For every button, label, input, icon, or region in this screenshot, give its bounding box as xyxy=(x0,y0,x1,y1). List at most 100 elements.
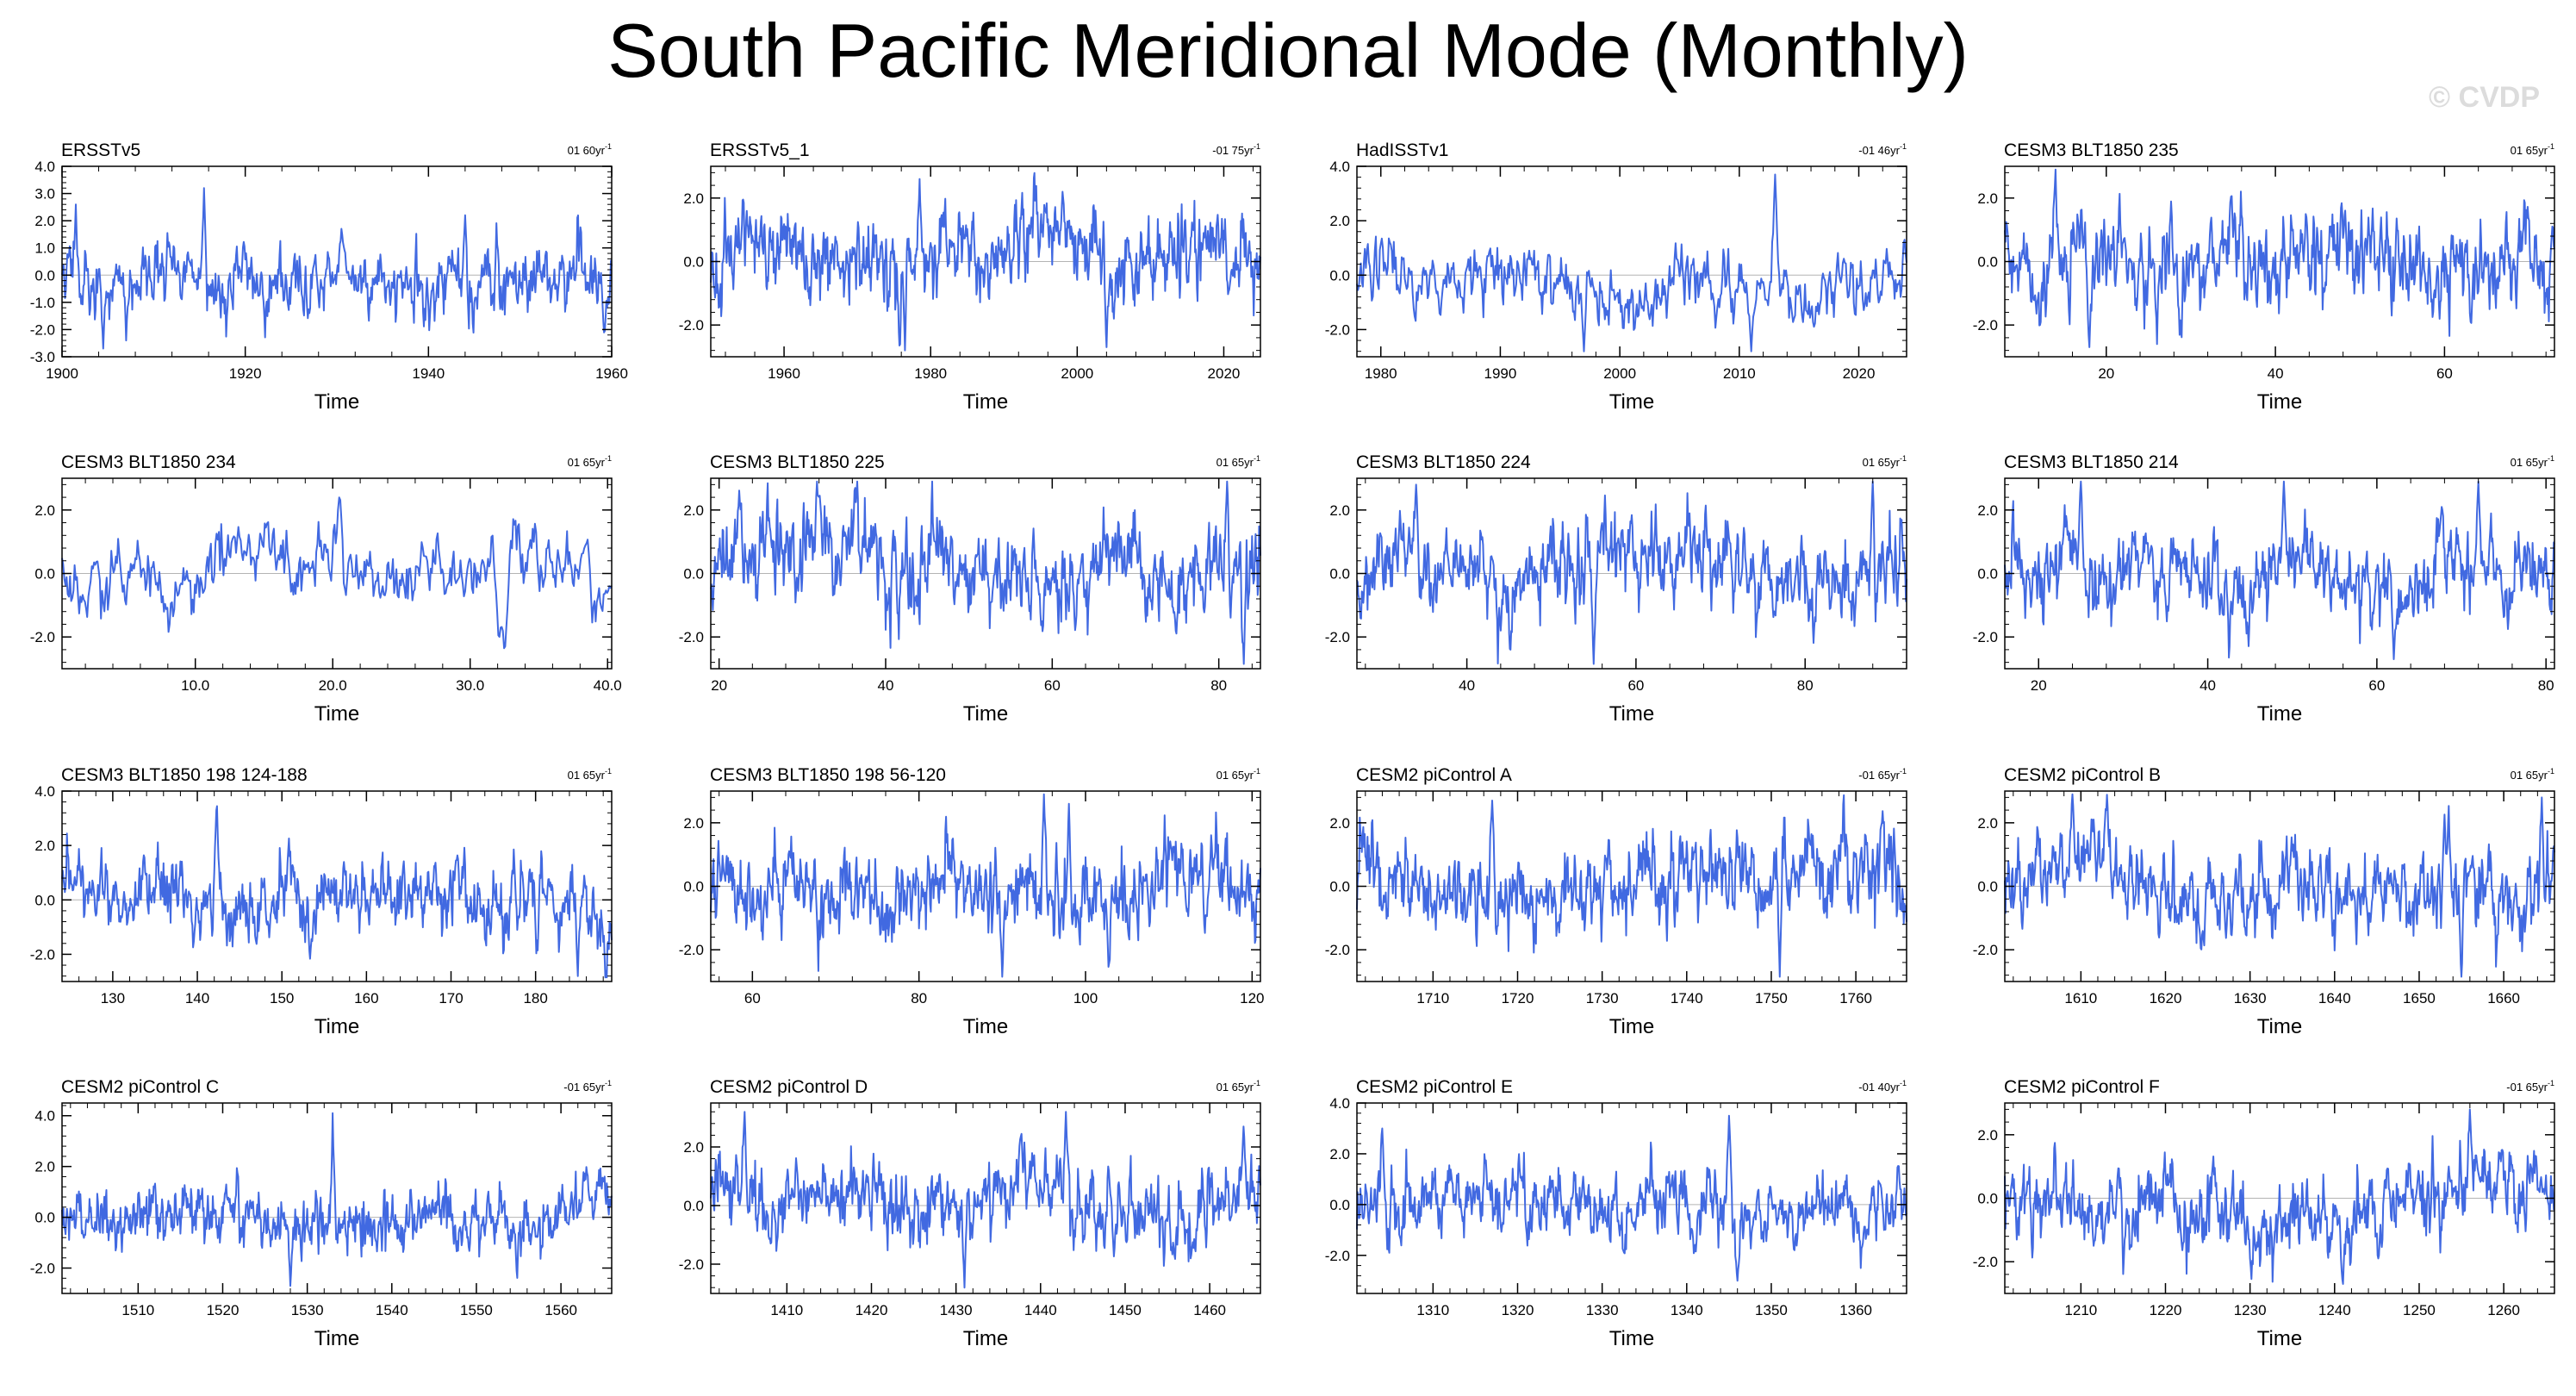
y-tick-label: 2.0 xyxy=(1977,1127,1998,1144)
x-tick-label: 1920 xyxy=(229,365,262,382)
chart-panel: CESM2 piControl B 01 65yr-1 1610 1620 1630 16… xyxy=(1973,765,2555,1038)
x-tick-label: 40 xyxy=(1459,677,1475,694)
trend-value: 01 65yr xyxy=(1216,769,1254,782)
x-tick-label: 1660 xyxy=(2487,990,2520,1006)
x-tick-label: 2000 xyxy=(1061,365,1093,382)
panel-title: CESM3 BLT1850 198 124-188 xyxy=(61,765,308,785)
trend-exponent: -1 xyxy=(2548,1079,2554,1088)
x-axis-label: Time xyxy=(1609,1015,1654,1038)
x-tick-label: 20 xyxy=(2098,365,2114,382)
x-axis-label: Time xyxy=(314,1327,359,1350)
panel-title: ERSSTv5 xyxy=(61,140,140,160)
y-tick-label: -2.0 xyxy=(679,1256,704,1273)
series-line xyxy=(710,480,1261,665)
y-tick-label: -2.0 xyxy=(1325,1248,1350,1264)
x-axis-label: Time xyxy=(1609,702,1654,726)
trend-exponent: -1 xyxy=(1900,1079,1907,1088)
series-line xyxy=(1356,794,1907,978)
y-tick-label: 4.0 xyxy=(1329,1095,1350,1112)
y-tick-label: -2.0 xyxy=(1973,317,1998,333)
y-tick-label: -2.0 xyxy=(1325,321,1350,338)
y-tick-label: 0.0 xyxy=(34,566,55,583)
x-tick-label: 1260 xyxy=(2487,1302,2520,1318)
x-tick-label: 40.0 xyxy=(594,677,622,694)
chart-panel: CESM3 BLT1850 235 01 65yr-1 20 40 60 -2.0 0.0 2… xyxy=(1973,140,2555,414)
chart-panel: CESM2 piControl F -01 65yr-1 1210 1220 1230 1… xyxy=(1973,1077,2555,1350)
chart-panel: CESM2 piControl E -01 40yr-1 1310 1320 1330 1… xyxy=(1325,1077,1907,1350)
x-tick-label: 20 xyxy=(711,677,727,694)
x-tick-label: 1440 xyxy=(1024,1302,1057,1318)
y-tick-label: 0.0 xyxy=(1977,1191,1998,1207)
trend-label: 01 65yr-1 xyxy=(1216,767,1260,782)
panel-title: CESM2 piControl E xyxy=(1356,1077,1513,1097)
series-line xyxy=(2004,480,2555,660)
chart-panel: CESM3 BLT1850 234 01 65yr-1 10.0 20.0 30.0 40… xyxy=(30,452,622,726)
y-tick-label: -2.0 xyxy=(1325,629,1350,645)
series-line xyxy=(1356,173,1907,352)
x-tick-label: 100 xyxy=(1073,990,1098,1006)
y-tick-label: 2.0 xyxy=(683,1139,704,1156)
trend-exponent: -1 xyxy=(1900,142,1907,151)
trend-exponent: -1 xyxy=(1900,454,1907,463)
trend-label: -01 65yr-1 xyxy=(563,1079,612,1094)
x-tick-label: 1250 xyxy=(2403,1302,2436,1318)
y-tick-label: -2.0 xyxy=(679,629,704,645)
page-title: South Pacific Meridional Mode (Monthly) xyxy=(607,8,1969,93)
x-tick-label: 20.0 xyxy=(319,677,347,694)
y-tick-label: -2.0 xyxy=(30,321,55,338)
x-tick-label: 1450 xyxy=(1109,1302,1142,1318)
y-tick-label: 4.0 xyxy=(34,1108,55,1125)
x-tick-label: 170 xyxy=(439,990,463,1006)
series-line xyxy=(710,793,1261,978)
y-tick-label: 0.0 xyxy=(1329,267,1350,284)
y-tick-label: 0.0 xyxy=(1977,879,1998,895)
panel-title: HadISSTv1 xyxy=(1356,140,1448,160)
x-tick-label: 1540 xyxy=(376,1302,408,1318)
x-tick-label: 1650 xyxy=(2403,990,2436,1006)
x-axis-label: Time xyxy=(314,390,359,414)
x-axis-label: Time xyxy=(2257,702,2302,726)
x-tick-label: 1320 xyxy=(1502,1302,1534,1318)
x-tick-label: 1630 xyxy=(2234,990,2267,1006)
series-line xyxy=(61,187,613,350)
y-tick-label: -3.0 xyxy=(30,349,55,365)
y-tick-label: 2.0 xyxy=(34,213,55,229)
y-tick-label: 0.0 xyxy=(1329,566,1350,583)
x-tick-label: 1960 xyxy=(595,365,628,382)
panel-title: CESM2 piControl B xyxy=(2004,765,2161,785)
x-tick-label: 1640 xyxy=(2318,990,2351,1006)
x-tick-label: 2000 xyxy=(1603,365,1636,382)
y-tick-label: 2.0 xyxy=(1977,502,1998,519)
x-axis-label: Time xyxy=(963,390,1008,414)
trend-label: 01 65yr-1 xyxy=(1216,1079,1260,1094)
chart-panel: CESM2 piControl D 01 65yr-1 1410 1420 1430 14… xyxy=(679,1077,1261,1350)
x-axis-label: Time xyxy=(1609,1327,1654,1350)
trend-exponent: -1 xyxy=(1254,1079,1260,1088)
x-tick-label: 80 xyxy=(1797,677,1814,694)
y-tick-label: 2.0 xyxy=(683,190,704,207)
x-tick-label: 1620 xyxy=(2150,990,2182,1006)
series-line xyxy=(2004,168,2555,348)
y-tick-label: -2.0 xyxy=(1973,1254,1998,1270)
x-tick-label: 1740 xyxy=(1671,990,1703,1006)
x-axis-label: Time xyxy=(963,1015,1008,1038)
x-tick-label: 1330 xyxy=(1586,1302,1619,1318)
x-tick-label: 1980 xyxy=(914,365,947,382)
x-tick-label: 80 xyxy=(911,990,927,1006)
y-tick-label: 2.0 xyxy=(1329,213,1350,229)
x-tick-label: 150 xyxy=(270,990,294,1006)
x-axis-label: Time xyxy=(963,1327,1008,1350)
y-tick-label: 2.0 xyxy=(683,502,704,519)
chart-panel: CESM3 BLT1850 214 01 65yr-1 20 40 60 80 -2.0 0.… xyxy=(1973,452,2555,726)
x-axis-label: Time xyxy=(2257,390,2302,414)
x-tick-label: 1980 xyxy=(1365,365,1397,382)
trend-exponent: -1 xyxy=(1254,767,1260,776)
trend-value: 01 65yr xyxy=(1863,456,1901,469)
x-tick-label: 60 xyxy=(744,990,761,1006)
x-tick-label: 140 xyxy=(185,990,209,1006)
trend-exponent: -1 xyxy=(1254,454,1260,463)
chart-panel: CESM3 BLT1850 225 01 65yr-1 20 40 60 80 -2.0 0.… xyxy=(679,452,1261,726)
x-tick-label: 1720 xyxy=(1502,990,1534,1006)
chart-panel: ERSSTv5 01 60yr-1 1900 1920 1940 1960 -3.0 -2.0… xyxy=(30,140,628,414)
trend-value: 01 65yr xyxy=(1216,1081,1254,1094)
